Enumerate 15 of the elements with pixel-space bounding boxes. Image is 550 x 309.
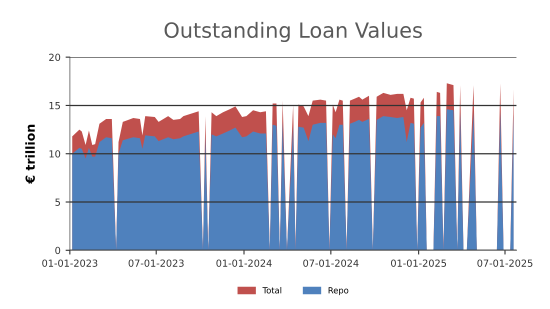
y-tick-label: 10 [50, 150, 60, 158]
legend-label: Repo [328, 287, 348, 296]
x-tick-label: 01-01-2025 [391, 259, 446, 267]
y-tick-label: 0 [55, 246, 60, 254]
y-tick-label: 15 [50, 102, 60, 110]
x-tick-label: 01-01-2023 [42, 259, 98, 267]
y-axis-title: € trillion [25, 124, 35, 184]
legend-label: Total [262, 287, 282, 294]
x-tick-label: 07-01-2025 [477, 259, 532, 267]
x-tick-label: 07-01-2023 [128, 259, 184, 267]
x-tick-label: 01-01-2024 [216, 259, 272, 267]
x-tick-label: 07-01-2024 [303, 259, 359, 267]
y-tick-label: 20 [49, 54, 60, 61]
y-tick-label: 5 [55, 198, 60, 206]
chart-title: Outstanding Loan Values [164, 22, 422, 42]
